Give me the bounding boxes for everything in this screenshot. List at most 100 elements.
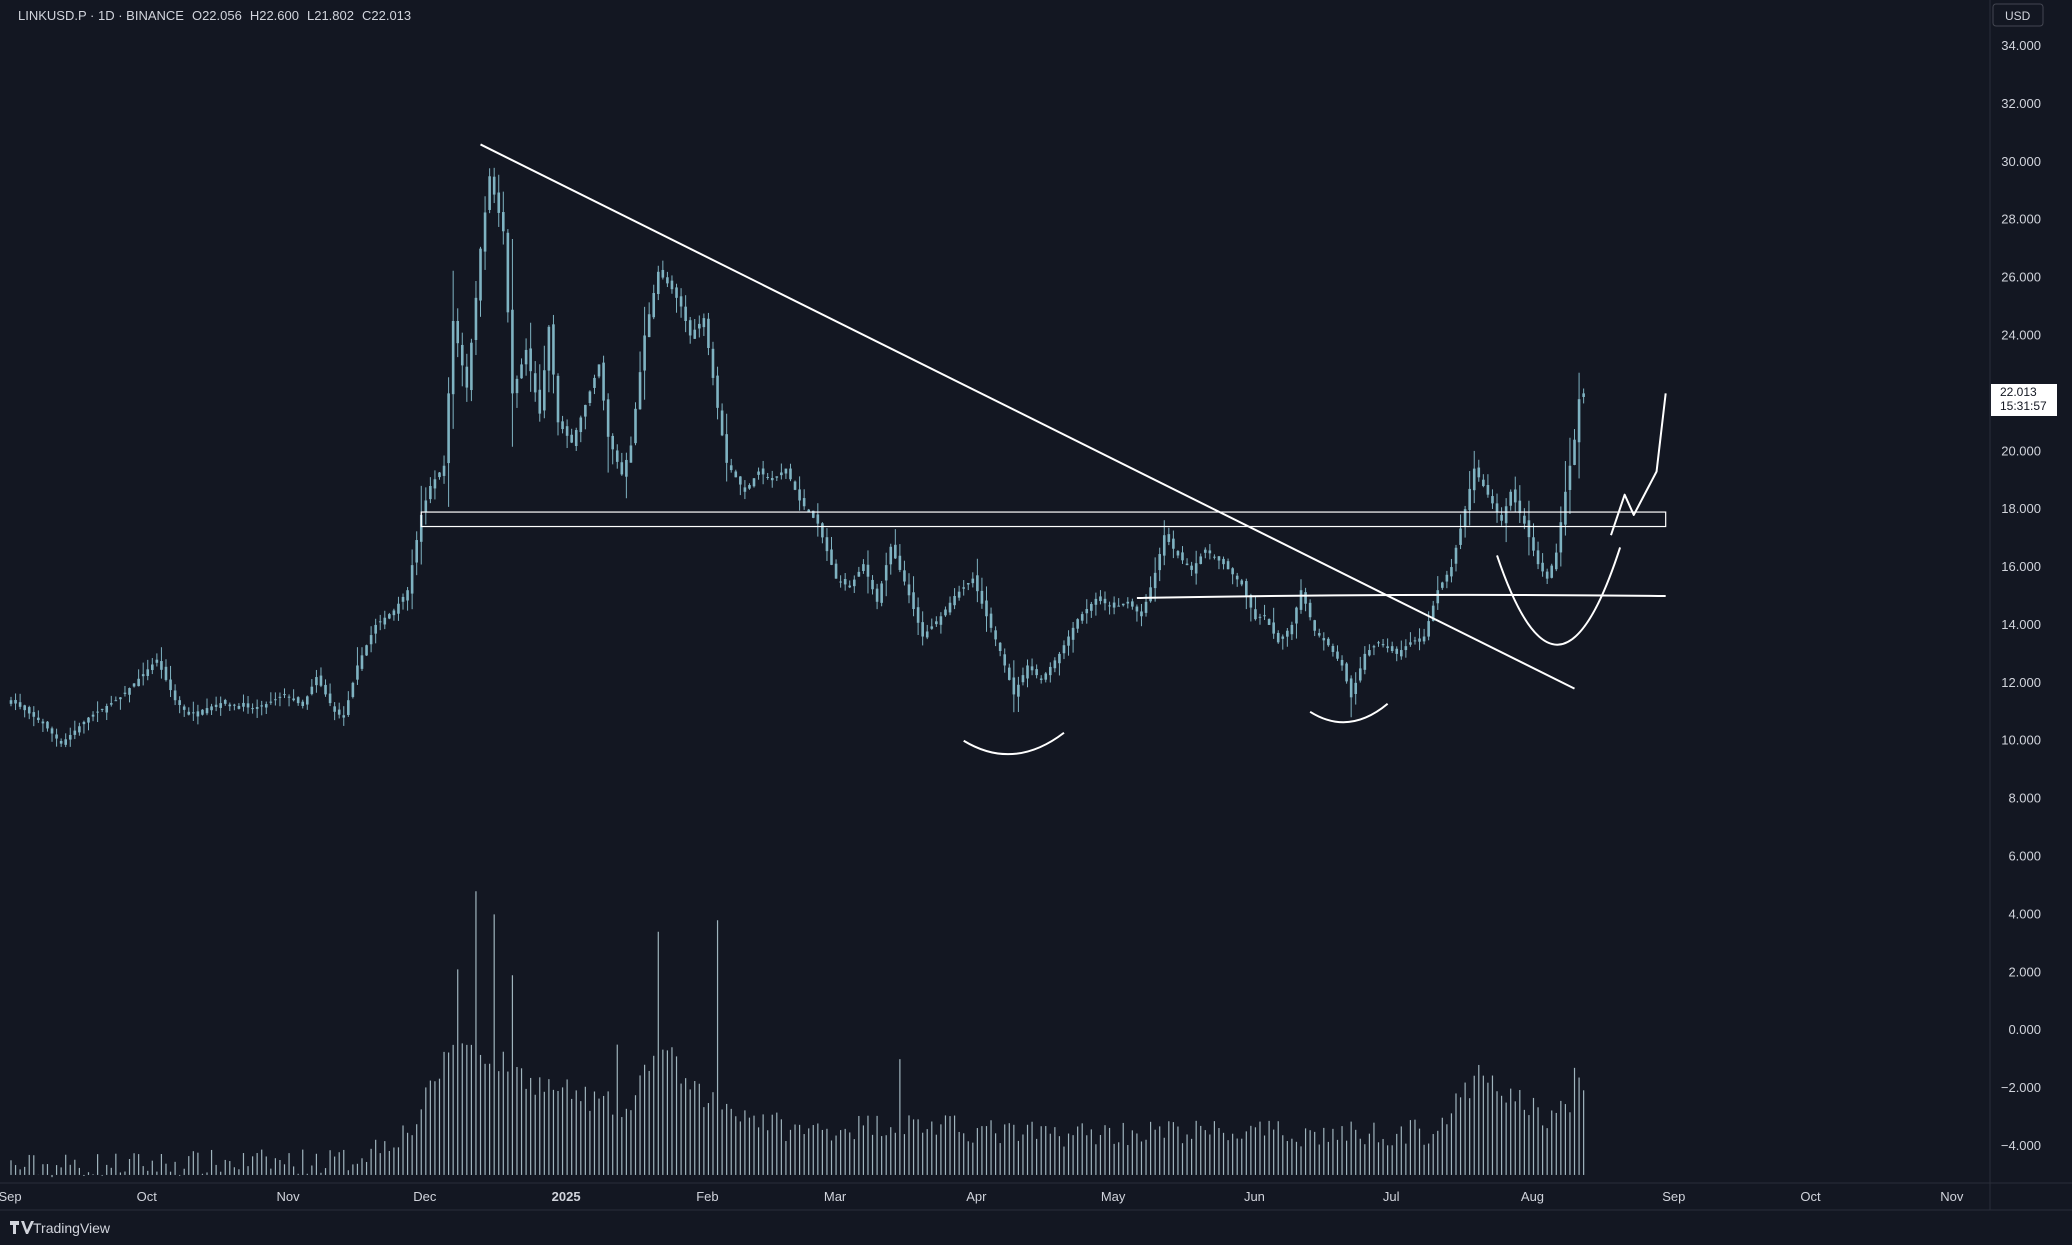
candle-body (816, 514, 820, 524)
candle-layer (9, 167, 1585, 748)
candle-body (1409, 642, 1412, 645)
candle-body (292, 698, 295, 701)
candle-body (1500, 514, 1503, 521)
candle-body (1554, 552, 1558, 570)
candle-body (424, 500, 428, 513)
candle-body (1012, 677, 1016, 695)
candle-body (1003, 654, 1007, 666)
time-tick-label: Jul (1383, 1189, 1400, 1204)
brand-name: TradingView (33, 1220, 111, 1236)
candle-body (1418, 638, 1421, 642)
candle-body (1190, 565, 1193, 570)
candle-body (903, 570, 906, 582)
candle-body (141, 674, 145, 677)
candle-body (1272, 622, 1275, 634)
candle-body (556, 375, 560, 423)
candle-body (82, 721, 86, 725)
candle-body (369, 635, 373, 645)
candle-body (1080, 614, 1084, 621)
candle-body (1103, 598, 1107, 604)
candle-body (1144, 601, 1148, 613)
candle-body (324, 684, 327, 695)
candle-body (743, 487, 747, 492)
candle-body (666, 277, 669, 284)
candle-body (1176, 551, 1180, 556)
candle-body (907, 584, 911, 596)
candle-body (1454, 547, 1458, 564)
candle-body (894, 544, 897, 559)
drawings-layer (420, 143, 1667, 756)
candle-body (511, 309, 514, 394)
candle-body (1030, 666, 1034, 671)
candle-body (497, 192, 501, 213)
candle-body (55, 734, 58, 739)
candle-body (1345, 663, 1348, 682)
candle-body (196, 711, 200, 717)
candle-body (716, 375, 719, 408)
candle-body (985, 600, 988, 617)
time-tick-label: Aug (1521, 1189, 1544, 1204)
candle-body (415, 540, 418, 563)
projection-path[interactable] (1610, 393, 1667, 536)
price-tick-label: −2.000 (2001, 1080, 2041, 1095)
candle-body (1368, 650, 1371, 656)
candle-body (1140, 611, 1143, 617)
candle-body (843, 579, 847, 585)
candle-body (378, 621, 382, 623)
candle-body (392, 610, 396, 616)
last-price-tag: 22.013 15:31:57 (1991, 383, 2057, 416)
candle-body (1568, 465, 1572, 490)
candle-body (506, 232, 510, 313)
candle-body (1245, 581, 1248, 596)
candle-body (1477, 467, 1481, 478)
candle-body (802, 498, 806, 507)
candle-body (698, 323, 701, 329)
candle-body (41, 721, 45, 724)
candle-body (1427, 621, 1430, 637)
candle-body (830, 549, 833, 565)
candle-body (91, 714, 95, 717)
candle-body (100, 708, 104, 710)
candle-body (1463, 509, 1467, 527)
candle-body (1281, 636, 1285, 639)
resistance-band[interactable] (420, 511, 1667, 528)
trend-line[interactable] (480, 143, 1575, 690)
candle-body (447, 393, 450, 464)
candle-body (401, 596, 405, 602)
candle-body (625, 459, 628, 477)
candle-body (1258, 616, 1262, 618)
candle-body (1340, 659, 1344, 666)
candle-body (164, 666, 168, 680)
candle-body (520, 364, 523, 379)
candle-body (1117, 605, 1120, 607)
candle-body (1354, 682, 1358, 694)
support-line[interactable] (1136, 593, 1666, 599)
rounded-bottom-arc[interactable] (1496, 547, 1622, 646)
legend-high: H22.600 (250, 8, 299, 23)
candle-body (1085, 609, 1089, 614)
rounded-bottom-arc[interactable] (963, 731, 1065, 756)
candle-body (962, 587, 965, 589)
candle-body (1263, 615, 1266, 617)
candle-body (1390, 646, 1394, 651)
rounded-bottom-arc[interactable] (1309, 703, 1389, 724)
candle-body (948, 602, 952, 613)
time-axis[interactable]: Sep Oct Nov Dec 2025 Feb Mar Apr May Jun Jul Aug Sep… (0, 1189, 1964, 1204)
candle-body (871, 579, 874, 590)
candle-body (488, 176, 491, 210)
candle-body (1349, 678, 1353, 698)
candle-body (210, 706, 213, 711)
tradingview-logo[interactable]: TradingView (10, 1220, 111, 1236)
candle-body (707, 318, 710, 349)
candle-body (597, 364, 601, 377)
currency-button[interactable] (1992, 3, 2044, 27)
candle-body (898, 555, 902, 570)
time-tick-label: Nov (276, 1189, 300, 1204)
candle-body (114, 700, 118, 702)
candle-body (866, 564, 870, 577)
candle-body (966, 582, 970, 585)
candle-body (246, 703, 250, 708)
candle-body (383, 617, 387, 625)
candle-body (1249, 595, 1253, 608)
